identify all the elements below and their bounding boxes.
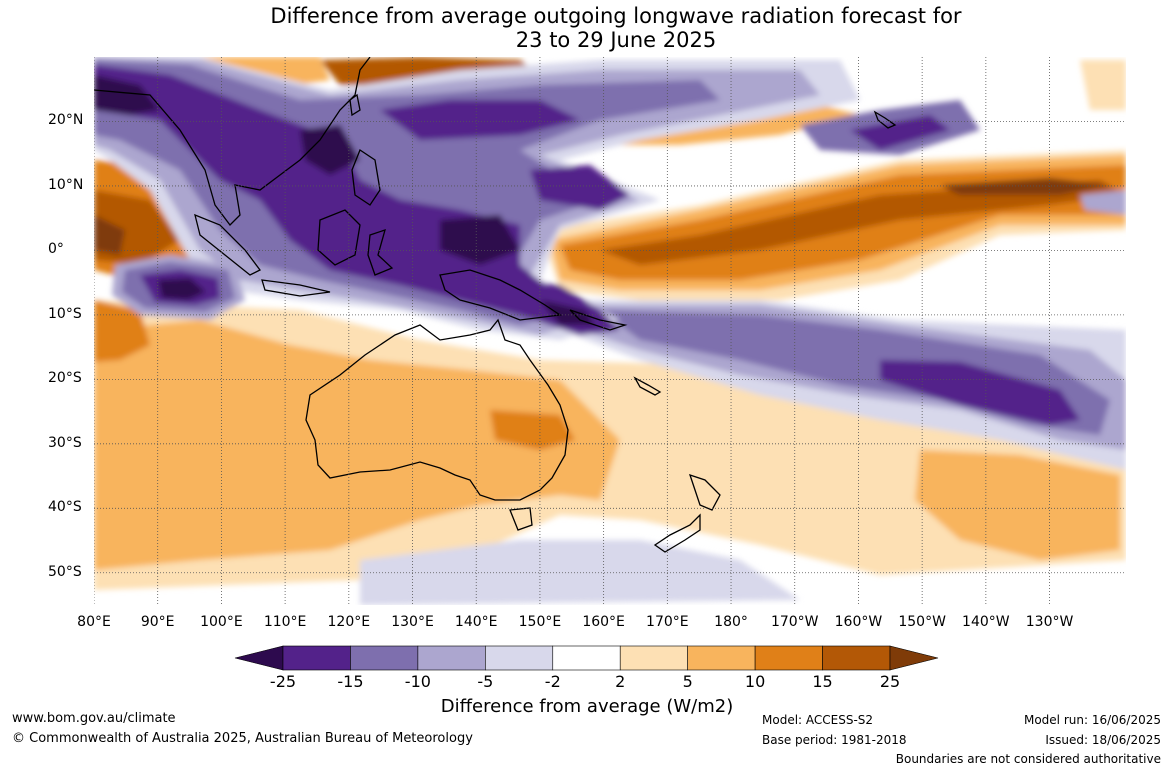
longitude-label: 140°W	[962, 614, 1010, 630]
longitude-label: 140°E	[454, 614, 498, 630]
sumatra-coastline	[194, 213, 261, 276]
anomaly-region	[94, 320, 620, 570]
longitude-label: 120°E	[327, 614, 371, 630]
anomaly-region	[94, 75, 160, 115]
anomaly-region	[530, 165, 630, 210]
longitude-label: 150°E	[518, 614, 562, 630]
anomaly-region	[940, 178, 1110, 195]
title-line-2: 23 to 29 June 2025	[515, 28, 717, 52]
colorbar-tick-label: 5	[682, 672, 693, 691]
colorbar-tick-label: -5	[477, 672, 494, 691]
colorbar-title: Difference from average (W/m2)	[440, 696, 734, 717]
website-link[interactable]: www.bom.gov.au/climate	[12, 711, 176, 726]
colorbar-tick-label: -2	[544, 672, 561, 691]
longitude-label: 100°E	[200, 614, 243, 630]
base-period: Base period: 1981-2018	[762, 733, 907, 747]
anomaly-region	[94, 300, 150, 362]
colorbar-segment	[619, 645, 688, 671]
anomaly-region	[850, 115, 950, 150]
longitude-label: 90°E	[140, 614, 175, 630]
colorbar-segment	[350, 645, 419, 671]
latitude-label: 10°N	[48, 176, 84, 193]
asia-mainland-coastline	[94, 57, 371, 226]
longitude-label: 160°W	[834, 614, 883, 630]
colorbar-tick-label: 15	[812, 672, 833, 691]
latitude-label: 30°S	[48, 434, 82, 451]
colorbar-segment	[687, 645, 756, 671]
model-run-date: Model run: 16/06/2025	[1023, 713, 1161, 727]
colorbar-min-arrow	[234, 645, 284, 671]
colorbar-tick-label: -15	[337, 672, 364, 691]
latitude-label: 0°	[48, 241, 64, 258]
colorbar-segment	[822, 645, 891, 671]
colorbar-segment	[552, 645, 621, 671]
colorbar-segment	[282, 645, 351, 671]
longitude-label: 130°W	[1025, 614, 1074, 630]
new-zealand-north-coastline	[688, 473, 721, 511]
issued-date: Issued: 18/06/2025	[1045, 733, 1161, 747]
colorbar-tick-label: -25	[269, 672, 297, 691]
colorbar-segment	[485, 645, 554, 671]
longitude-label: 160°E	[582, 614, 625, 630]
philippines-coastline	[351, 149, 381, 206]
colorbar-tick-label: 2	[615, 672, 626, 691]
longitude-label: 80°E	[77, 614, 111, 630]
latitude-label: 20°N	[48, 112, 84, 129]
colorbar-tick-label: -10	[404, 672, 431, 691]
anomaly-region	[94, 215, 125, 255]
anomaly-region	[300, 125, 360, 175]
latitude-label: 40°S	[48, 499, 82, 516]
anomaly-region	[440, 215, 520, 265]
anomaly-region	[540, 300, 595, 325]
anomaly-region	[158, 278, 206, 300]
model-name: Model: ACCESS-S2	[762, 713, 874, 727]
anomaly-region	[600, 180, 1126, 265]
anomaly-region	[880, 360, 1080, 425]
longitude-label: 130°E	[391, 614, 434, 630]
taiwan-coastline	[349, 93, 361, 117]
longitude-label: 150°W	[898, 614, 946, 630]
longitude-label: 110°E	[263, 614, 307, 630]
solomon-islands-coastline	[569, 309, 628, 331]
colorbar-segment	[417, 645, 486, 671]
chart-title: Difference from average outgoing longwav…	[0, 4, 1173, 52]
longitude-label: 180°	[714, 614, 748, 630]
hawaii-coastline	[873, 110, 897, 129]
anomaly-region	[1080, 60, 1126, 110]
anomaly-region	[915, 450, 1120, 560]
new-zealand-south-coastline	[653, 513, 701, 553]
latitude-label: 50°S	[48, 563, 82, 580]
title-line-1: Difference from average outgoing longwav…	[270, 4, 962, 28]
colorbar-max-arrow	[889, 645, 939, 671]
java-coastline	[261, 279, 331, 297]
colorbar-tick-label: 25	[879, 672, 901, 691]
borneo-coastline	[317, 209, 361, 266]
boundaries-disclaimer: Boundaries are not considered authoritat…	[895, 752, 1161, 766]
copyright-text: © Commonwealth of Australia 2025, Austra…	[12, 731, 473, 746]
colorbar-segment	[754, 645, 823, 671]
colorbar-tick-label: 10	[744, 672, 766, 691]
latitude-label: 10°S	[48, 305, 82, 322]
sulawesi-coastline	[367, 228, 394, 276]
longitude-label: 170°E	[646, 614, 689, 630]
anomaly-region	[380, 100, 580, 140]
anomaly-field	[94, 57, 1126, 605]
graticule	[94, 57, 1126, 605]
anomaly-region	[490, 410, 575, 450]
colorbar	[234, 645, 939, 671]
new-caledonia-coastline	[633, 376, 662, 396]
australia-coastline	[305, 318, 569, 501]
anomaly-region	[1080, 190, 1126, 215]
latitude-label: 20°S	[48, 370, 82, 387]
longitude-label: 170°W	[770, 614, 819, 630]
